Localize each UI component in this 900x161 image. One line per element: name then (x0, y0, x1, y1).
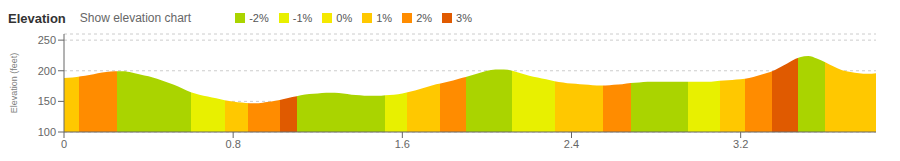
html-text:0%: 0% (336, 12, 353, 24)
html-text:2%: 2% (416, 12, 432, 24)
svg-text:3.2: 3.2 (733, 138, 748, 150)
html-text:-1%: -1% (292, 12, 313, 24)
html-text:Show elevation chart: Show elevation chart (79, 11, 192, 25)
svg-text:2.4: 2.4 (564, 138, 579, 150)
html-text:1%: 1% (376, 12, 393, 24)
html-text:Elevation: Elevation (8, 10, 66, 26)
svg-text:200: 200 (38, 65, 56, 77)
svg-text:100: 100 (38, 126, 56, 138)
svg-text:0.8: 0.8 (226, 138, 241, 150)
svg-text:Elevation (feet): Elevation (feet) (9, 53, 19, 114)
svg-text:150: 150 (38, 95, 56, 107)
svg-text:250: 250 (38, 34, 56, 46)
html-text:3%: 3% (456, 12, 472, 24)
svg-text:0: 0 (61, 138, 67, 150)
svg-text:1.6: 1.6 (395, 138, 410, 150)
html-text:-2%: -2% (249, 12, 269, 24)
